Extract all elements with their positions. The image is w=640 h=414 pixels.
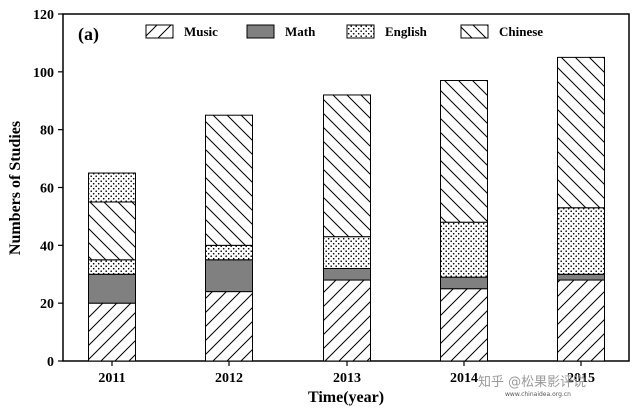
x-axis-ticks: 2011 2012 2013 2014 2015 [98, 361, 595, 386]
bar-segment [323, 94, 371, 238]
bar-segment [205, 244, 253, 261]
x-tick-label: 2013 [333, 371, 361, 386]
legend-swatch [145, 24, 174, 39]
x-tick-label: 2012 [215, 371, 243, 386]
bar-segment [88, 273, 136, 304]
legend-swatch [246, 24, 275, 39]
bar-segment [557, 207, 605, 275]
bar-segment [440, 221, 488, 278]
y-tick-label: 100 [33, 66, 54, 81]
y-tick-label: 0 [47, 355, 54, 370]
bar-segment [557, 56, 605, 209]
bar-segment [557, 273, 605, 281]
bar-segment [88, 302, 136, 362]
bar-segment [323, 236, 371, 269]
y-tick-label: 40 [40, 239, 54, 254]
panel-label: (a) [78, 24, 99, 45]
legend-label: Music [184, 24, 218, 39]
bar-segment [557, 279, 605, 362]
bar-segment [323, 267, 371, 281]
y-tick-label: 20 [40, 297, 54, 312]
legend-label: Chinese [499, 24, 543, 39]
bar-segment [440, 80, 488, 223]
x-tick-label: 2011 [98, 371, 125, 386]
bar-stacks [88, 56, 605, 362]
bar-segment [205, 114, 253, 246]
y-tick-label: 60 [40, 182, 54, 197]
bar-segment [323, 279, 371, 362]
watermark-small-text: www.chinaidea.org.cn [505, 391, 571, 398]
legend-swatch [460, 24, 489, 39]
bar-segment [88, 172, 136, 203]
bar-segment [205, 291, 253, 362]
bar-segment [440, 276, 488, 290]
x-tick-label: 2015 [567, 371, 595, 386]
watermark-text: 知乎 @松果影评说 [478, 374, 586, 390]
y-axis-title: Numbers of Studies [7, 121, 24, 255]
legend-label: English [385, 24, 428, 39]
legend-swatch [346, 24, 375, 39]
legend-label: Math [285, 24, 316, 39]
bar-segment [440, 288, 488, 362]
bar-segment [88, 259, 136, 275]
bar-segment [88, 201, 136, 261]
x-axis-title: Time(year) [308, 389, 384, 406]
legend: Music Math English Chinese [145, 24, 543, 39]
y-axis-ticks: 0 20 40 60 80 100 120 [33, 8, 63, 370]
bar-segment [205, 259, 253, 293]
x-tick-label: 2014 [450, 371, 478, 386]
y-tick-label: 120 [33, 8, 54, 23]
y-tick-label: 80 [40, 124, 54, 139]
